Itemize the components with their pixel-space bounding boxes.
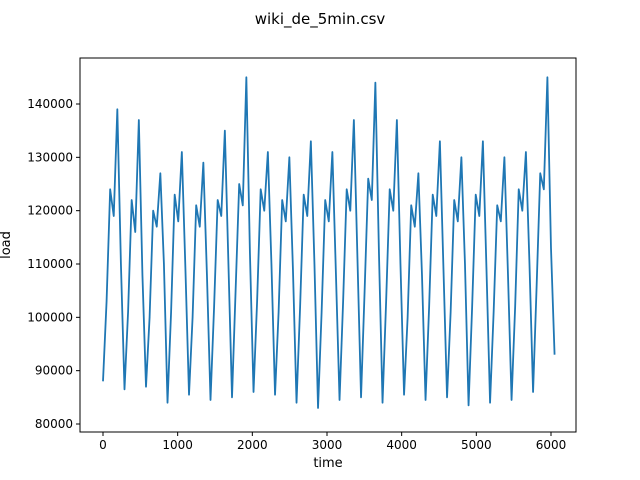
y-tick-label: 90000	[35, 364, 73, 378]
plot-frame	[79, 57, 577, 433]
x-tick-label: 5000	[461, 438, 492, 452]
y-tick-label: 80000	[35, 417, 73, 431]
x-tick-label: 4000	[386, 438, 417, 452]
x-axis-label: time	[313, 456, 342, 471]
x-tick-label: 0	[99, 438, 107, 452]
y-tick-label: 120000	[27, 204, 73, 218]
data-line	[102, 76, 556, 409]
y-tick-label: 110000	[27, 257, 73, 271]
chart-title: wiki_de_5min.csv	[255, 10, 386, 29]
y-axis-label: load	[0, 231, 14, 259]
x-tick-label: 3000	[312, 438, 343, 452]
y-tick-label: 100000	[27, 310, 73, 324]
x-tick-label: 1000	[162, 438, 193, 452]
y-tick-label: 140000	[27, 97, 73, 111]
x-tick-label: 2000	[237, 438, 268, 452]
y-tick-label: 130000	[27, 150, 73, 164]
x-tick-label: 6000	[536, 438, 567, 452]
